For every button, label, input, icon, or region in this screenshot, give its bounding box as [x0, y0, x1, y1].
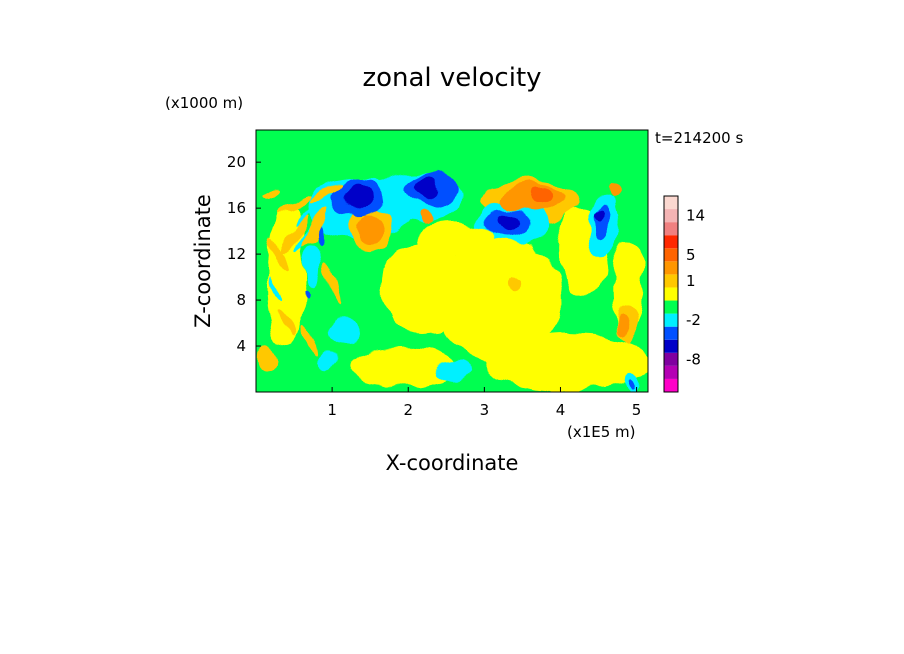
contour-region [343, 185, 374, 211]
contour-streak [260, 185, 283, 197]
colorbar-frame [663, 195, 679, 393]
contour-streak [300, 326, 318, 354]
contour-streak [268, 278, 282, 299]
colorbar-tick-label: -8 [686, 350, 701, 368]
y-tick-label: 8 [236, 291, 246, 309]
contour-streak [293, 211, 310, 228]
colorbar-swatch [664, 235, 678, 249]
colorbar-swatch [664, 339, 678, 353]
chart-title: zonal velocity [362, 63, 541, 93]
contour-region [347, 346, 454, 388]
colorbar-swatch [664, 365, 678, 379]
contour-region [434, 362, 473, 381]
x-axis-unit: (x1E5 m) [567, 423, 636, 441]
contour-region [607, 182, 620, 199]
x-axis-label: X-coordinate [386, 451, 519, 475]
x-tick-label: 2 [403, 401, 413, 419]
contour-plot-area [256, 130, 648, 392]
contour-region [527, 187, 556, 204]
contour-region [484, 334, 648, 390]
contour-region [613, 242, 645, 335]
contour-region [438, 236, 561, 364]
x-tick-label: 3 [480, 401, 490, 419]
colorbar-swatch [664, 378, 678, 392]
time-label: t=214200 s [655, 129, 743, 147]
contour-streak [307, 184, 342, 205]
contour-streak [278, 309, 295, 337]
contour-region [629, 379, 636, 389]
colorbar-tick-label: 5 [686, 246, 696, 264]
colorbar-tick-label: -2 [686, 311, 701, 329]
contour-region [305, 242, 321, 289]
contour-region [258, 343, 277, 372]
colorbar-swatch [664, 209, 678, 223]
contour-region [377, 242, 470, 335]
contour-region [356, 215, 384, 243]
colorbar-swatch [664, 352, 678, 366]
colorbar-tick-label: 1 [686, 272, 696, 290]
colorbar-swatch [664, 274, 678, 288]
colorbar-swatch [664, 196, 678, 210]
y-tick-label: 12 [227, 245, 246, 263]
y-axis-unit: (x1000 m) [165, 94, 243, 112]
contour-region [267, 208, 306, 347]
contour-region [620, 315, 630, 336]
colorbar-swatch [664, 326, 678, 340]
colorbar-swatch [664, 313, 678, 327]
contour-streak [277, 195, 311, 216]
x-tick-label: 4 [556, 401, 566, 419]
x-axis-ticks: 1 2 3 4 5 [327, 387, 641, 419]
colorbar-swatch [664, 300, 678, 314]
y-tick-label: 20 [227, 153, 246, 171]
plot-frame [255, 129, 649, 393]
colorbar-swatch [664, 261, 678, 275]
y-axis-ticks: 4 8 12 16 20 [227, 153, 261, 355]
contour-region [414, 178, 441, 199]
contour-region [319, 348, 338, 367]
y-tick-label: 16 [227, 199, 246, 217]
contour-region [418, 211, 437, 224]
colorbar-swatch [664, 248, 678, 262]
contour-region [415, 221, 492, 257]
contour-streak [268, 237, 289, 271]
contour-region [593, 208, 604, 222]
colorbar-tick-label: 14 [686, 207, 705, 225]
contour-streak [281, 219, 307, 255]
contour-region [495, 212, 520, 232]
y-tick-label: 4 [236, 337, 246, 355]
colorbar-swatch [664, 222, 678, 236]
colorbar: 14 5 1 -2 -8 [663, 195, 705, 393]
contour-region [303, 292, 308, 304]
contour-streak [323, 261, 341, 305]
contour-region [328, 315, 359, 343]
colorbar-swatch [664, 287, 678, 301]
contour-region [593, 203, 612, 241]
y-axis-label: Z-coordinate [191, 194, 215, 328]
contour-region [507, 278, 522, 290]
contour-streak [303, 206, 331, 245]
x-tick-label: 5 [632, 401, 642, 419]
x-tick-label: 1 [327, 401, 337, 419]
